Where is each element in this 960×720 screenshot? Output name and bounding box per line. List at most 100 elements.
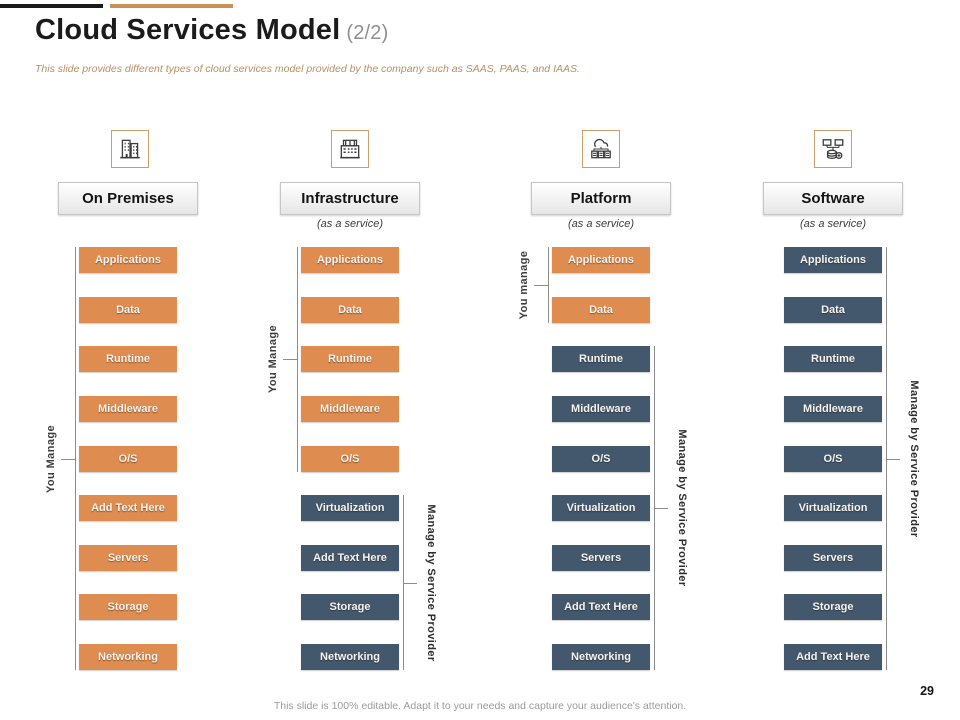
layer-box: Runtime	[79, 346, 177, 373]
layer-box: Storage	[301, 594, 399, 621]
layer-box: Data	[784, 296, 882, 323]
layer-box: Middleware	[301, 395, 399, 422]
layer-box: Runtime	[301, 346, 399, 373]
layer-box-label: Applications	[94, 254, 161, 266]
top-accent-bar-orange	[110, 4, 233, 8]
layer-box-label: O/S	[340, 452, 360, 465]
column-header-platform: Platform	[531, 182, 671, 215]
layer-box: Data	[301, 296, 399, 323]
you-manage-bracket-line	[297, 247, 298, 472]
as-a-service-label: (as a service)	[316, 218, 384, 230]
layer-box-label: Runtime	[579, 353, 623, 366]
layer-box: Applications	[301, 247, 399, 273]
layer-box-label: Storage	[329, 601, 371, 614]
layer-box-label: Add Text Here	[796, 651, 870, 663]
column-header-software: Software	[763, 182, 903, 215]
monitors-database-icon	[820, 136, 846, 162]
bracket-tick	[283, 359, 297, 361]
you-manage-label: You Manage	[45, 424, 57, 493]
top-accent-bar-black	[0, 4, 103, 8]
layer-box: Servers	[552, 544, 650, 571]
layer-box: Virtualization	[552, 495, 650, 522]
office-building-icon	[117, 136, 143, 162]
layer-box-label: Data	[116, 303, 140, 316]
layer-box-label: Virtualization	[315, 502, 385, 515]
layer-box: Servers	[79, 544, 177, 571]
layer-box-label: Data	[821, 303, 845, 316]
layer-box: Runtime	[784, 346, 882, 373]
layer-box-label: Add Text Here	[564, 601, 638, 614]
layer-box: Networking	[79, 644, 177, 670]
page-title-suffix: (2/2)	[346, 22, 389, 44]
page-number: 29	[920, 684, 934, 698]
layer-box-label: Middleware	[320, 402, 380, 415]
layer-box-label: Add Text Here	[91, 502, 165, 515]
you-manage-label: You manage	[518, 250, 530, 320]
footer-note: This slide is 100% editable. Adapt it to…	[273, 700, 687, 712]
layer-box-label: Middleware	[803, 402, 863, 415]
layer-box: Data	[79, 296, 177, 323]
bracket-tick	[534, 284, 548, 286]
layer-stack-software: Applications Data Runtime Middleware O/S Virt…	[784, 247, 882, 670]
layer-box-label: Middleware	[98, 402, 158, 415]
layer-box: Applications	[784, 247, 882, 273]
layer-box-label: O/S	[823, 452, 843, 465]
layer-box-label: Data	[589, 303, 613, 316]
layer-box-label: Middleware	[571, 402, 631, 415]
on-premises-icon-box	[111, 130, 149, 168]
layer-box-label: Networking	[98, 651, 158, 663]
layer-box-label: Servers	[580, 551, 622, 564]
manage-by-service-provider-label: Manage by Service Provider	[676, 429, 688, 587]
infrastructure-icon-box	[331, 130, 369, 168]
you-manage-bracket-line	[548, 247, 549, 323]
slide-description: This slide provides different types of c…	[35, 63, 580, 75]
page-title-text: Cloud Services Model	[35, 14, 341, 46]
layer-box-label: Runtime	[328, 353, 372, 366]
layer-box-label: O/S	[118, 452, 138, 465]
layer-box-label: Networking	[571, 651, 631, 663]
layer-box-label: Virtualization	[798, 502, 868, 515]
layer-box-label: Applications	[316, 254, 383, 266]
layer-box-label: Runtime	[811, 353, 855, 366]
layer-box: O/S	[79, 445, 177, 472]
platform-icon-box	[582, 130, 620, 168]
layer-box: Storage	[79, 594, 177, 621]
layer-box: Applications	[552, 247, 650, 273]
layer-box: Middleware	[784, 395, 882, 422]
layer-box-label: Servers	[107, 551, 149, 564]
layer-box: O/S	[784, 445, 882, 472]
you-manage-label: You Manage	[267, 325, 279, 394]
bracket-tick	[654, 508, 668, 510]
column-header-infrastructure: Infrastructure	[280, 182, 420, 215]
layer-box: Networking	[552, 644, 650, 670]
bracket-tick	[886, 458, 900, 460]
layer-box: Storage	[784, 594, 882, 621]
infrastructure-building-icon	[337, 136, 363, 162]
layer-box: Runtime	[552, 346, 650, 373]
layer-stack-infrastructure: Applications Data Runtime Middleware O/S Virt…	[301, 247, 399, 670]
layer-box-label: Virtualization	[566, 502, 636, 515]
bracket-tick	[403, 582, 417, 584]
you-manage-bracket-line	[75, 247, 76, 670]
bracket-tick	[61, 458, 75, 460]
layer-box: Networking	[301, 644, 399, 670]
layer-box: Add Text Here	[301, 544, 399, 571]
layer-box-label: Add Text Here	[313, 551, 387, 564]
layer-box: Middleware	[79, 395, 177, 422]
layer-box-label: Storage	[107, 601, 149, 614]
layer-box: Servers	[784, 544, 882, 571]
layer-box: Add Text Here	[79, 495, 177, 522]
layer-box: Add Text Here	[784, 644, 882, 670]
layer-stack-platform: Applications Data Runtime Middleware O/S Virt…	[552, 247, 650, 670]
layer-box: Middleware	[552, 395, 650, 422]
software-icon-box	[814, 130, 852, 168]
layer-box: Add Text Here	[552, 594, 650, 621]
layer-box: Virtualization	[784, 495, 882, 522]
cloud-servers-icon	[588, 136, 614, 162]
layer-box: Applications	[79, 247, 177, 273]
manage-by-service-provider-label: Manage by Service Provider	[425, 503, 437, 662]
layer-box-label: Servers	[812, 551, 854, 564]
layer-box: O/S	[552, 445, 650, 472]
manage-by-service-provider-label: Manage by Service Provider	[908, 379, 920, 538]
